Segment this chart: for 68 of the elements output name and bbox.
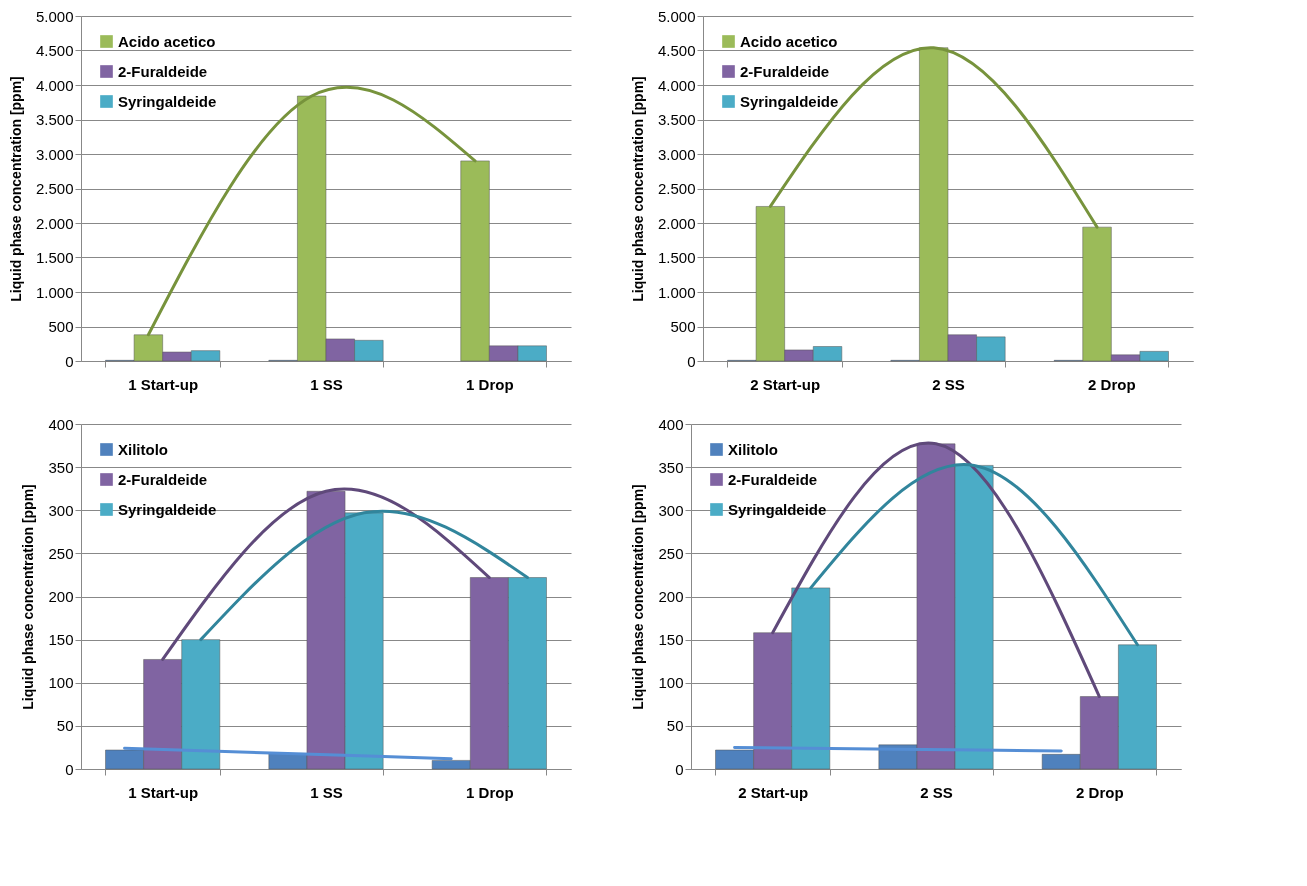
- legend-label: Xilitolo: [118, 440, 168, 458]
- y-tick-label: 150: [658, 631, 684, 649]
- y-tick-label: 350: [48, 458, 74, 476]
- y-tick-label: 2.500: [35, 180, 74, 197]
- y-tick-label: 500: [48, 318, 74, 335]
- y-tick-label: 1.500: [657, 249, 696, 266]
- x-tick-label: 2 Drop: [1088, 375, 1136, 393]
- y-tick-label: 100: [658, 674, 684, 692]
- x-tick-label: 2 Drop: [1076, 783, 1124, 801]
- y-tick-label: 150: [48, 631, 74, 649]
- x-tick-label: 2 Start-up: [738, 783, 809, 801]
- y-tick-label: 50: [666, 717, 684, 735]
- x-tick-label: 1 Drop: [466, 375, 514, 393]
- y-tick-label: 1.000: [35, 283, 74, 301]
- y-tick-label: 200: [48, 588, 74, 605]
- y-tick-label: 3.000: [35, 145, 74, 163]
- y-axis-title: Liquid phase concentration [ppm]: [7, 76, 24, 302]
- legend-label: Syringaldeide: [118, 92, 217, 110]
- legend-label: Syringaldeide: [118, 500, 217, 518]
- legend-label: 2-Furaldeide: [728, 470, 818, 488]
- y-tick-label: 4.000: [35, 76, 74, 94]
- y-tick-label: 4.500: [657, 42, 696, 59]
- y-tick-label: 1.500: [35, 249, 74, 266]
- legend-label: Syringaldeide: [740, 92, 839, 110]
- y-tick-label: 0: [687, 352, 696, 370]
- x-tick-label: 2 SS: [920, 783, 953, 801]
- y-tick-label: 200: [658, 588, 684, 605]
- x-tick-label: 1 SS: [310, 783, 343, 801]
- y-axis-title: Liquid phase concentration [ppm]: [629, 76, 646, 302]
- legend-label: 2-Furaldeide: [740, 62, 830, 80]
- y-tick-label: 250: [658, 544, 684, 562]
- y-tick-label: 2.000: [35, 214, 74, 232]
- y-tick-label: 0: [675, 760, 684, 778]
- y-tick-label: 0: [65, 352, 74, 370]
- x-tick-label: 2 SS: [932, 375, 965, 393]
- y-tick-label: 4.500: [35, 42, 74, 59]
- legend-label: 2-Furaldeide: [118, 62, 208, 80]
- y-tick-label: 400: [48, 415, 74, 433]
- y-tick-label: 300: [48, 501, 74, 519]
- y-tick-label: 300: [658, 501, 684, 519]
- y-tick-label: 100: [48, 674, 74, 692]
- y-tick-label: 4.000: [657, 76, 696, 94]
- y-tick-label: 2.500: [657, 180, 696, 197]
- y-tick-label: 2.000: [657, 214, 696, 232]
- y-tick-label: 250: [48, 544, 74, 562]
- y-tick-label: 5.000: [35, 7, 74, 25]
- y-axis-title: Liquid phase concentration [ppm]: [20, 484, 37, 710]
- x-tick-label: 1 Start-up: [128, 783, 199, 801]
- y-tick-label: 3.500: [657, 111, 696, 128]
- y-tick-label: 1.000: [657, 283, 696, 301]
- legend-label: Xilitolo: [728, 440, 778, 458]
- y-axis-title: Liquid phase concentration [ppm]: [630, 484, 647, 710]
- y-tick-label: 3.000: [657, 145, 696, 163]
- legend-label: 2-Furaldeide: [118, 470, 208, 488]
- x-tick-label: 1 Drop: [466, 783, 514, 801]
- y-tick-label: 5.000: [657, 7, 696, 25]
- legend-label: Syringaldeide: [728, 500, 827, 518]
- y-tick-label: 350: [658, 458, 684, 476]
- x-tick-label: 1 SS: [310, 375, 343, 393]
- legend-label: Acido acetico: [118, 32, 216, 50]
- x-tick-label: 2 Start-up: [750, 375, 821, 393]
- y-tick-label: 400: [658, 415, 684, 433]
- x-tick-label: 1 Start-up: [128, 375, 199, 393]
- legend-label: Acido acetico: [740, 32, 838, 50]
- y-tick-label: 500: [670, 318, 696, 335]
- y-tick-label: 3.500: [35, 111, 74, 128]
- y-tick-label: 0: [65, 760, 74, 778]
- y-tick-label: 50: [56, 717, 74, 735]
